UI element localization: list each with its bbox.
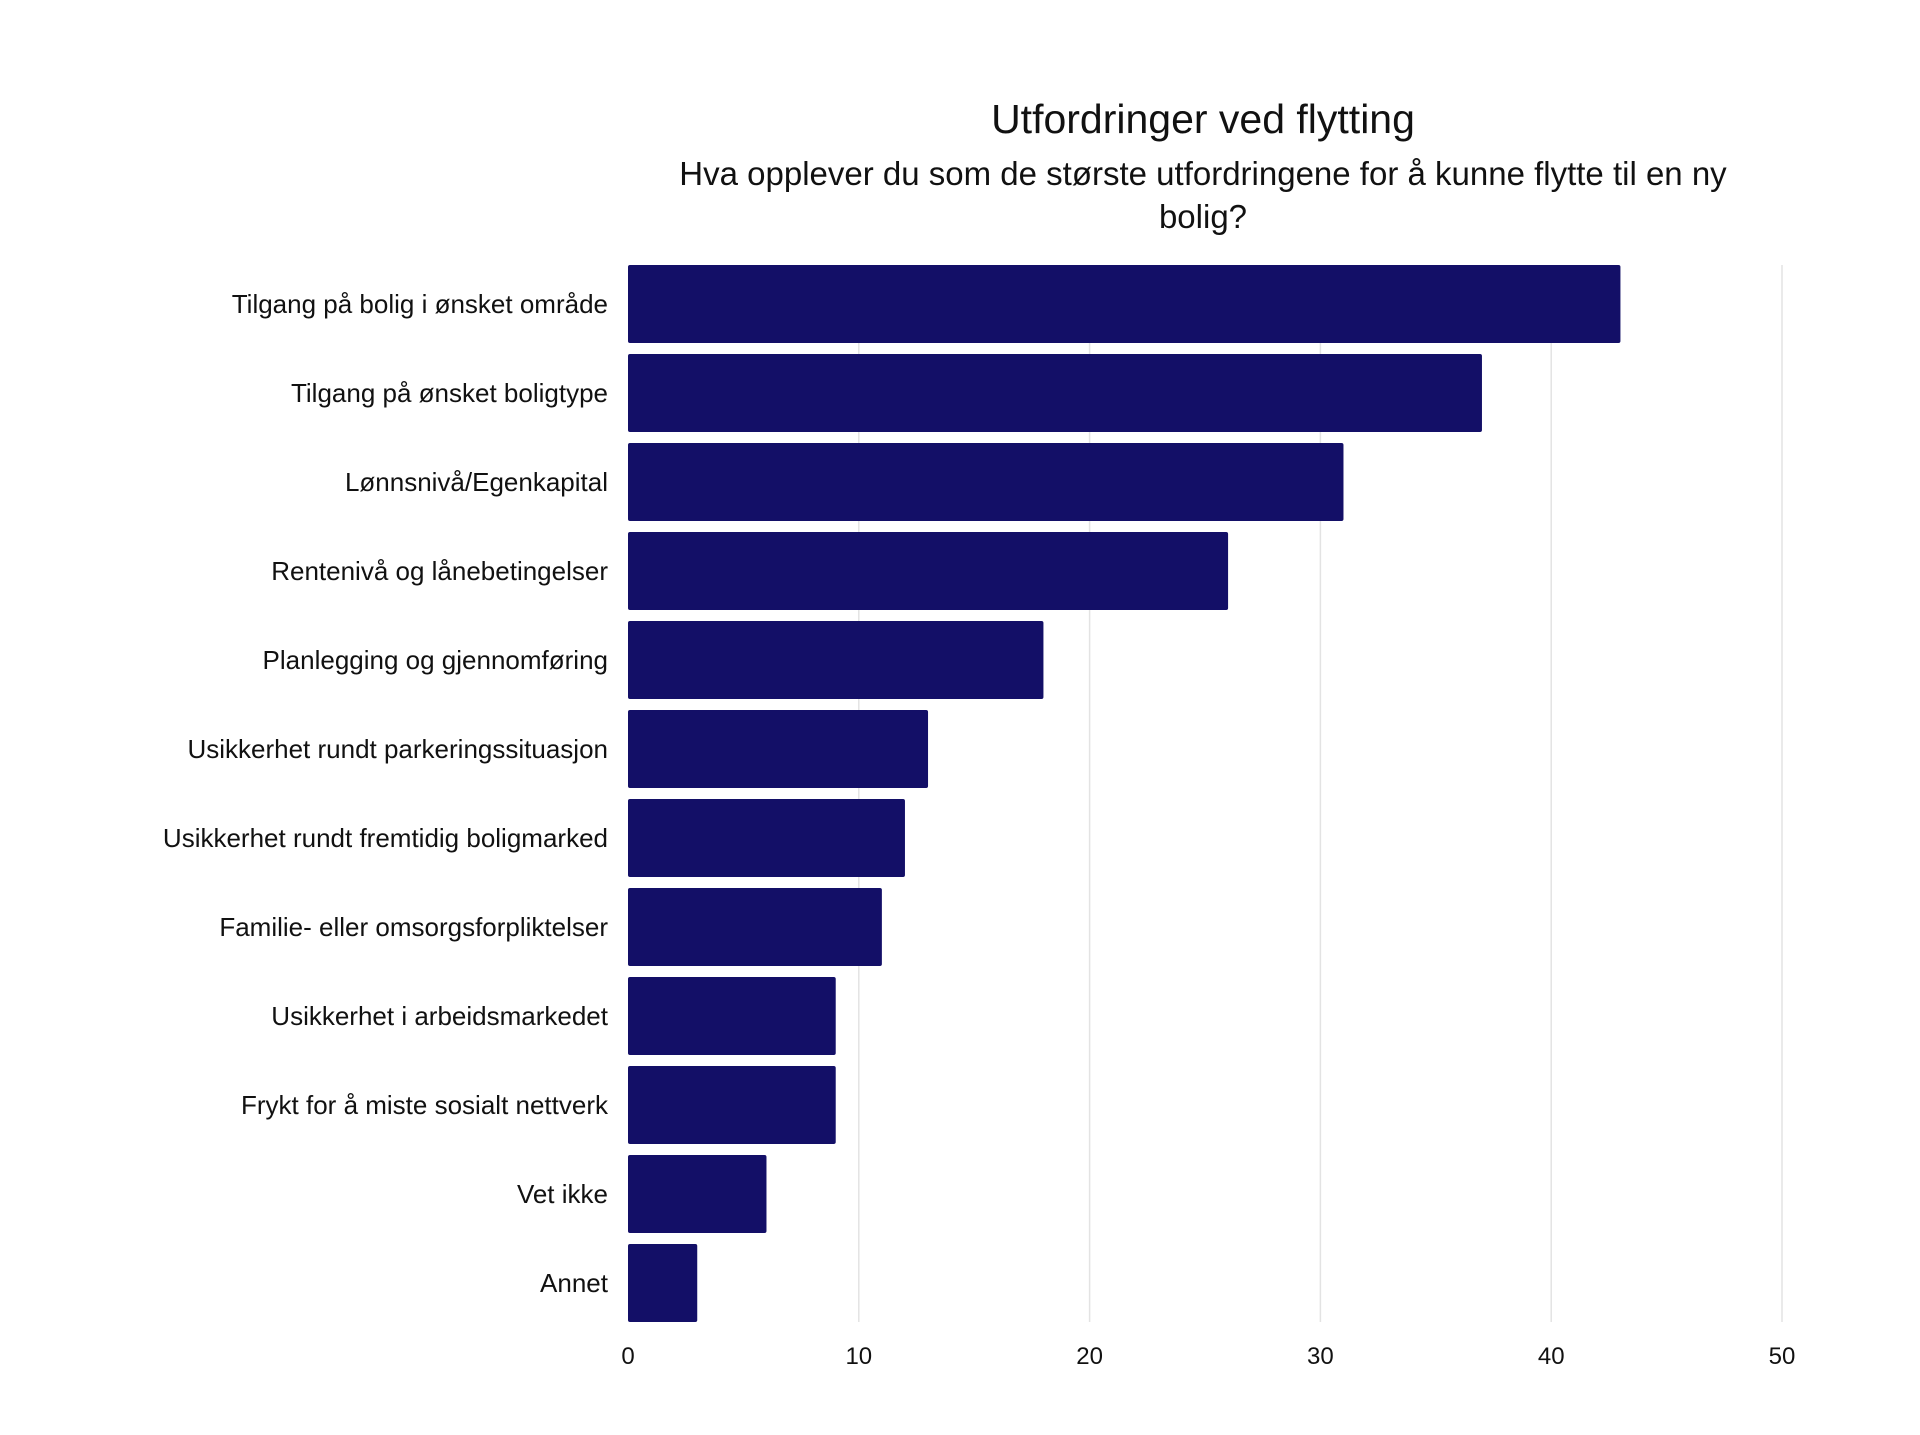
category-labels: Tilgang på bolig i ønsket område Tilgang … <box>163 289 609 1298</box>
bar <box>628 1244 698 1322</box>
category-label: Usikkerhet rundt fremtidig boligmarked <box>163 823 608 853</box>
category-label: Frykt for å miste sosialt nettverk <box>241 1090 609 1120</box>
gridlines <box>858 265 1783 1322</box>
category-label: Annet <box>540 1268 609 1298</box>
bar <box>628 1155 767 1233</box>
category-label: Tilgang på ønsket boligtype <box>291 378 608 408</box>
bars <box>628 265 1621 1322</box>
category-label: Planlegging og gjennomføring <box>263 645 608 675</box>
bar <box>628 532 1229 610</box>
chart-subtitle-line-1: Hva opplever du som de største utfordrin… <box>679 155 1727 192</box>
category-label: Lønnsnivå/Egenkapital <box>345 467 608 497</box>
chart-subtitle-line-2: bolig? <box>1159 198 1247 235</box>
x-tick-label: 40 <box>1538 1343 1565 1370</box>
x-tick-label: 50 <box>1769 1343 1796 1370</box>
category-label: Tilgang på bolig i ønsket område <box>232 289 608 319</box>
bar <box>628 443 1344 521</box>
bar <box>628 977 836 1055</box>
bar <box>628 354 1482 432</box>
category-label: Usikkerhet rundt parkeringssituasjon <box>187 734 608 764</box>
x-tick-label: 0 <box>621 1343 634 1370</box>
bar <box>628 799 905 877</box>
category-label: Rentenivå og lånebetingelser <box>271 556 608 586</box>
category-label: Vet ikke <box>517 1179 608 1209</box>
bar <box>628 265 1621 343</box>
x-axis-ticks: 0 10 20 30 40 50 <box>621 1343 1795 1370</box>
category-label: Usikkerhet i arbeidsmarkedet <box>271 1001 608 1031</box>
bar <box>628 710 929 788</box>
bar <box>628 1066 836 1144</box>
chart-title: Utfordringer ved flytting <box>991 96 1415 142</box>
bar <box>628 888 882 966</box>
x-tick-label: 30 <box>1307 1343 1334 1370</box>
x-tick-label: 10 <box>845 1343 872 1370</box>
bar <box>628 621 1044 699</box>
x-tick-label: 20 <box>1076 1343 1103 1370</box>
category-label: Familie- eller omsorgsforpliktelser <box>219 912 608 942</box>
